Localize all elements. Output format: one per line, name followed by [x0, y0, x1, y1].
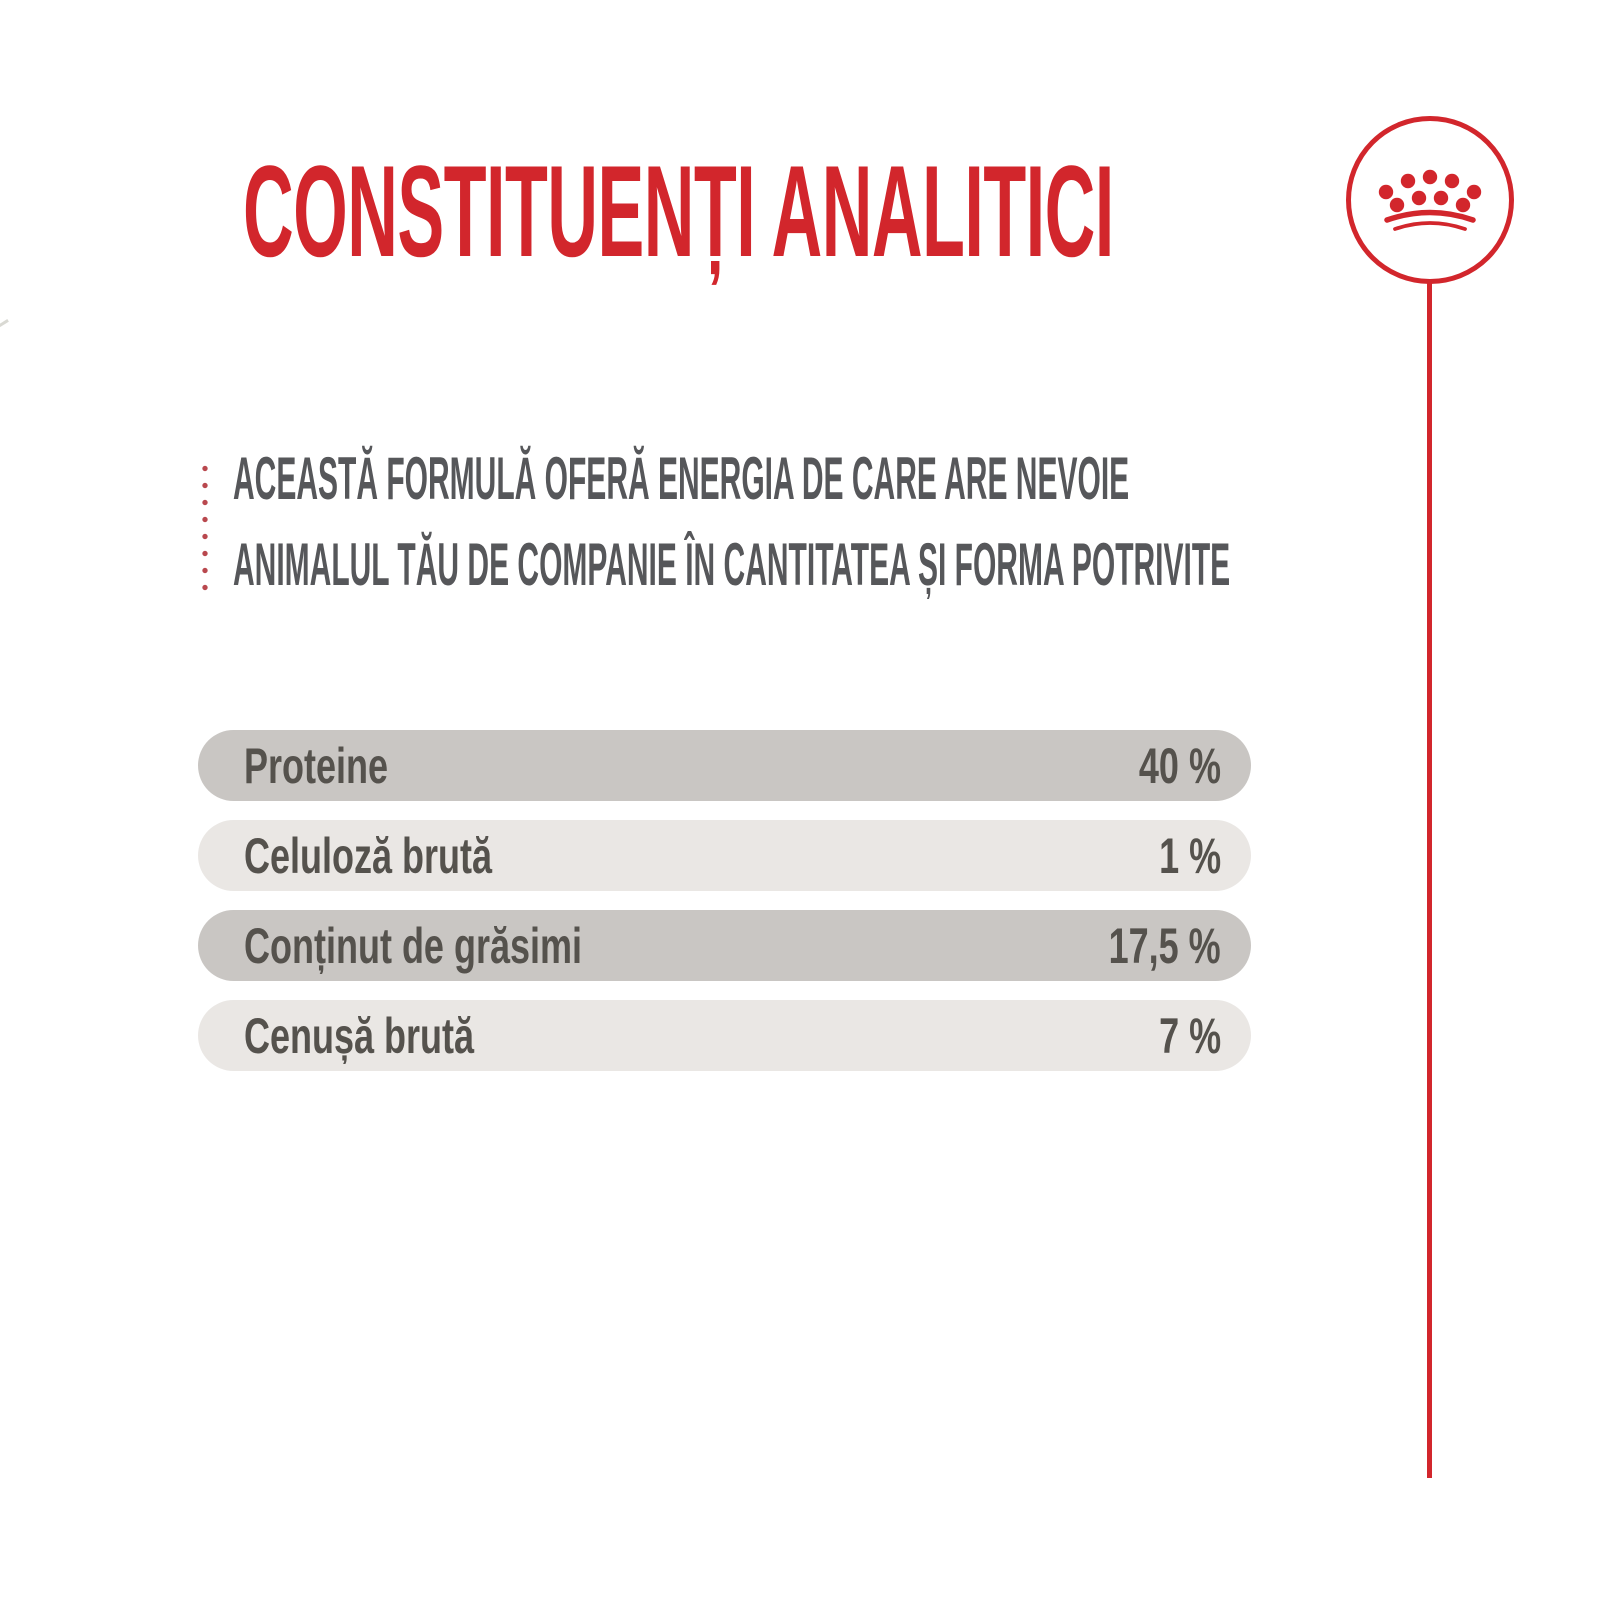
intro-text: ACEASTĂ FORMULĂ OFERĂ ENERGIA DE CARE AR… [233, 436, 1600, 608]
row-value: 40 % [1138, 737, 1221, 794]
page-title: CONSTITUENȚI ANALITICI [243, 146, 1600, 276]
table-row: Conținut de grăsimi 17,5 % [198, 910, 1251, 981]
analytical-constituents-table: Proteine 40 % Celuloză brută 1 % Conținu… [198, 730, 1251, 1090]
row-label: Celuloză brută [244, 827, 493, 884]
intro-line-2: ANIMALUL TĂU DE COMPANIE ÎN CANTITATEA Ș… [233, 531, 1231, 598]
row-value: 17,5 % [1108, 917, 1221, 974]
row-value: 7 % [1158, 1007, 1221, 1064]
table-row: Celuloză brută 1 % [198, 820, 1251, 891]
left-edge-artifact [0, 319, 9, 328]
row-label: Cenușă brută [244, 1007, 475, 1064]
page-title-text: CONSTITUENȚI ANALITICI [243, 138, 1114, 284]
royal-canin-crown-icon [1378, 169, 1482, 231]
brand-logo-circle [1346, 116, 1514, 284]
intro-line-1: ACEASTĂ FORMULĂ OFERĂ ENERGIA DE CARE AR… [233, 445, 1130, 512]
row-label: Proteine [244, 737, 389, 794]
row-value: 1 % [1158, 827, 1221, 884]
table-row: Proteine 40 % [198, 730, 1251, 801]
row-label: Conținut de grăsimi [244, 917, 583, 974]
table-row: Cenușă brută 7 % [198, 1000, 1251, 1071]
dotted-accent-line [202, 460, 208, 596]
vertical-divider-line [1427, 282, 1432, 1478]
